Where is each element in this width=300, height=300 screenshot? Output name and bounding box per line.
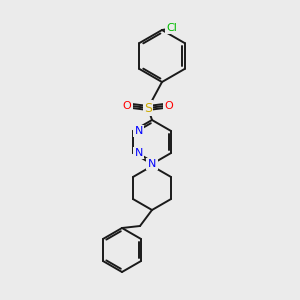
Text: O: O	[123, 101, 131, 111]
Text: N: N	[135, 126, 143, 136]
Text: Cl: Cl	[167, 23, 177, 33]
Text: S: S	[144, 101, 152, 115]
Text: N: N	[135, 148, 143, 158]
Text: N: N	[148, 159, 156, 169]
Text: O: O	[165, 101, 173, 111]
